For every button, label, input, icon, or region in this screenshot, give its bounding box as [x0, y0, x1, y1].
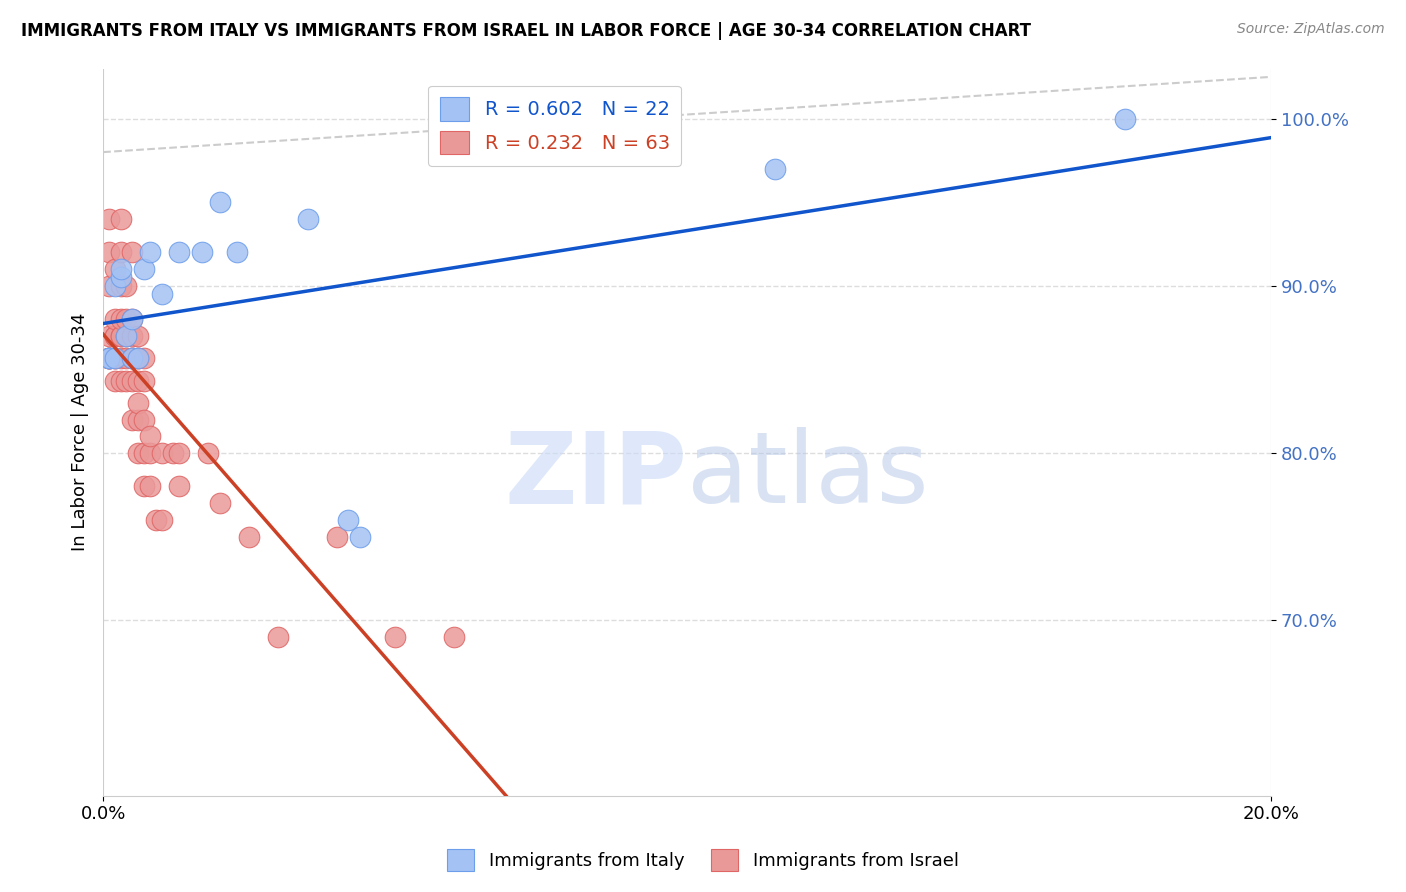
Point: [110, 312, 132, 326]
Point: [191, 245, 214, 260]
Point: [104, 312, 127, 326]
Point: [121, 329, 143, 343]
Text: IMMIGRANTS FROM ITALY VS IMMIGRANTS FROM ISRAEL IN LABOR FORCE | AGE 30-34 CORRE: IMMIGRANTS FROM ITALY VS IMMIGRANTS FROM…: [21, 22, 1031, 40]
Point: [150, 287, 173, 301]
Text: ZIP: ZIP: [505, 427, 688, 524]
Point: [197, 446, 219, 460]
Point: [162, 446, 184, 460]
Point: [115, 374, 138, 388]
Point: [121, 374, 143, 388]
Y-axis label: In Labor Force | Age 30-34: In Labor Force | Age 30-34: [72, 313, 89, 551]
Point: [98, 351, 121, 365]
Point: [443, 630, 465, 644]
Point: [238, 530, 260, 544]
Point: [98, 329, 121, 343]
Point: [127, 329, 149, 343]
Point: [127, 396, 149, 410]
Point: [208, 195, 231, 210]
Point: [127, 374, 149, 388]
Point: [139, 429, 162, 443]
Point: [121, 312, 143, 326]
Point: [226, 245, 249, 260]
Point: [110, 211, 132, 226]
Point: [110, 278, 132, 293]
Point: [104, 351, 127, 365]
Point: [121, 351, 143, 365]
Point: [98, 351, 121, 365]
Point: [384, 630, 406, 644]
Point: [115, 329, 138, 343]
Text: Source: ZipAtlas.com: Source: ZipAtlas.com: [1237, 22, 1385, 37]
Point: [763, 161, 786, 176]
Point: [337, 513, 360, 527]
Point: [98, 245, 121, 260]
Point: [98, 278, 121, 293]
Point: [325, 530, 347, 544]
Point: [132, 479, 155, 493]
Point: [132, 412, 155, 426]
Point: [139, 245, 162, 260]
Point: [127, 412, 149, 426]
Legend: Immigrants from Italy, Immigrants from Israel: Immigrants from Italy, Immigrants from I…: [440, 842, 966, 879]
Point: [104, 329, 127, 343]
Point: [98, 351, 121, 365]
Point: [110, 374, 132, 388]
Point: [110, 329, 132, 343]
Point: [132, 374, 155, 388]
Point: [110, 245, 132, 260]
Point: [150, 446, 173, 460]
Point: [121, 245, 143, 260]
Point: [104, 351, 127, 365]
Text: atlas: atlas: [688, 427, 929, 524]
Point: [132, 262, 155, 277]
Point: [104, 351, 127, 365]
Point: [110, 262, 132, 277]
Point: [110, 351, 132, 365]
Point: [98, 351, 121, 365]
Point: [208, 496, 231, 510]
Point: [139, 446, 162, 460]
Point: [127, 351, 149, 365]
Point: [139, 479, 162, 493]
Point: [104, 374, 127, 388]
Point: [115, 312, 138, 326]
Point: [132, 446, 155, 460]
Point: [167, 446, 190, 460]
Point: [121, 312, 143, 326]
Point: [150, 513, 173, 527]
Point: [104, 329, 127, 343]
Point: [132, 351, 155, 365]
Point: [297, 211, 319, 226]
Point: [167, 479, 190, 493]
Point: [98, 351, 121, 365]
Point: [98, 211, 121, 226]
Point: [98, 351, 121, 365]
Point: [167, 245, 190, 260]
Point: [104, 278, 127, 293]
Point: [121, 351, 143, 365]
Point: [267, 630, 290, 644]
Point: [110, 270, 132, 285]
Legend: R = 0.602   N = 22, R = 0.232   N = 63: R = 0.602 N = 22, R = 0.232 N = 63: [429, 86, 682, 166]
Point: [1114, 112, 1136, 126]
Point: [145, 513, 167, 527]
Point: [127, 351, 149, 365]
Point: [115, 351, 138, 365]
Point: [127, 446, 149, 460]
Point: [104, 262, 127, 277]
Point: [121, 412, 143, 426]
Point: [115, 278, 138, 293]
Point: [115, 329, 138, 343]
Point: [349, 530, 371, 544]
Point: [110, 329, 132, 343]
Point: [127, 351, 149, 365]
Point: [121, 351, 143, 365]
